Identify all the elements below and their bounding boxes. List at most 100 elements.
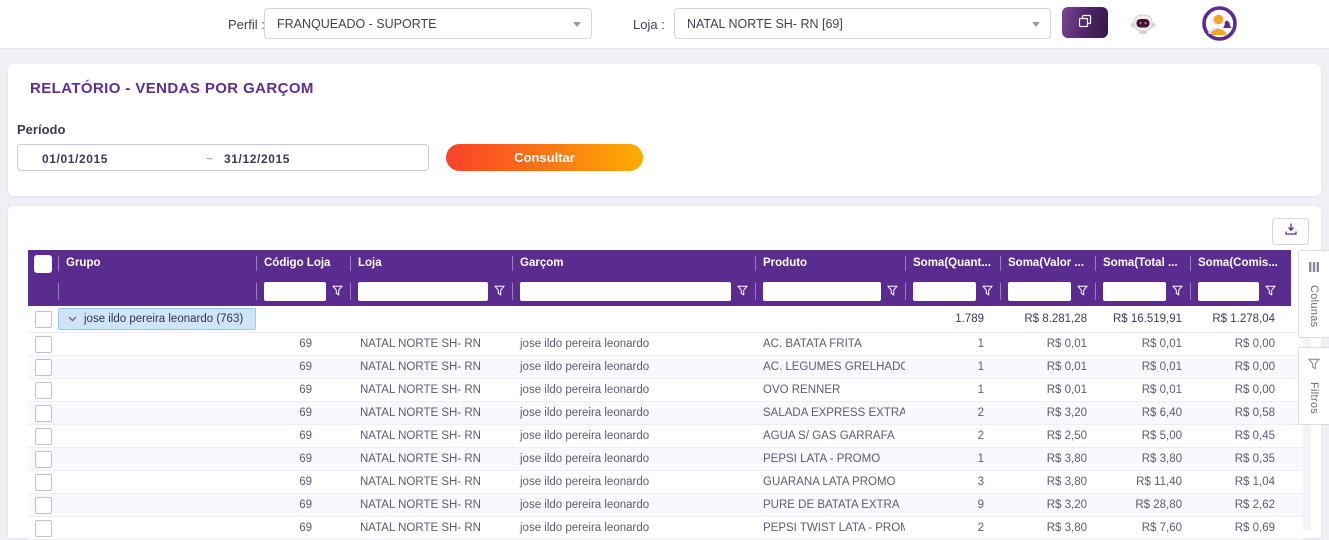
cell-produto: SALADA EXPRESS EXTRA (763, 407, 905, 419)
row-checkbox[interactable] (34, 427, 52, 445)
filter-input-soma-quantidade[interactable] (913, 282, 976, 301)
perfil-selected-value: FRANQUEADO - SUPORTE (277, 16, 437, 31)
cell-soma-quantidade: 1 (977, 384, 984, 396)
cell-soma-valor: R$ 0,01 (1046, 384, 1087, 396)
grid-card: Grupo Código Loja Loja Garçom Produto So… (8, 206, 1321, 540)
table-row[interactable]: 69 NATAL NORTE SH- RN jose ildo pereira … (28, 356, 1303, 379)
filter-input-garcom[interactable] (520, 282, 731, 301)
column-header-codigo-loja[interactable]: Código Loja (256, 250, 350, 277)
cell-garcom: jose ildo pereira leonardo (520, 338, 650, 350)
user-avatar[interactable] (1202, 6, 1237, 41)
row-checkbox[interactable] (34, 519, 52, 537)
row-checkbox[interactable] (34, 450, 52, 468)
select-all-checkbox[interactable] (34, 254, 52, 273)
cell-garcom: jose ildo pereira leonardo (520, 476, 650, 488)
filter-input-codigo-loja[interactable] (264, 282, 326, 301)
cell-produto: OVO RENNER (763, 384, 841, 396)
cell-soma-quantidade: 2 (977, 430, 984, 442)
cell-soma-valor: R$ 3,80 (1046, 453, 1087, 465)
row-checkbox[interactable] (34, 335, 52, 353)
cell-produto: AC. LEGUMES GRELHADOS (763, 361, 905, 373)
cell-soma-quantidade: 9 (977, 499, 984, 511)
row-checkbox[interactable] (34, 473, 52, 491)
table-row[interactable]: 69 NATAL NORTE SH- RN jose ildo pereira … (28, 517, 1303, 540)
loja-select[interactable]: NATAL NORTE SH- RN [69] (674, 8, 1051, 39)
loja-label: Loja : (633, 17, 665, 32)
column-header-soma-valor[interactable]: Soma(Valor ... (1000, 250, 1095, 277)
cell-produto: PEPSI LATA - PROMO (763, 453, 881, 465)
group-summary-row[interactable]: jose ildo pereira leonardo (763) 1.789 R… (28, 306, 1303, 333)
cell-loja: NATAL NORTE SH- RN (360, 430, 481, 442)
cell-soma-valor: R$ 3,80 (1046, 522, 1087, 534)
cell-loja: NATAL NORTE SH- RN (360, 476, 481, 488)
cell-loja: NATAL NORTE SH- RN (360, 384, 481, 396)
filter-input-soma-valor[interactable] (1008, 282, 1071, 301)
period-date-range-input[interactable]: 01/01/2015 ~ 31/12/2015 (17, 144, 429, 171)
cell-loja: NATAL NORTE SH- RN (360, 361, 481, 373)
row-checkbox[interactable] (34, 381, 52, 399)
consultar-button[interactable]: Consultar (446, 144, 643, 171)
table-row[interactable]: 69 NATAL NORTE SH- RN jose ildo pereira … (28, 333, 1303, 356)
cell-codigo-loja: 69 (299, 384, 312, 396)
perfil-select[interactable]: FRANQUEADO - SUPORTE (264, 8, 592, 39)
cell-garcom: jose ildo pereira leonardo (520, 522, 650, 534)
funnel-icon[interactable] (1076, 283, 1089, 301)
filter-input-loja[interactable] (358, 282, 488, 301)
row-checkbox[interactable] (34, 358, 52, 376)
row-checkbox[interactable] (34, 404, 52, 422)
column-header-produto[interactable]: Produto (755, 250, 905, 277)
grid-filter-row (28, 277, 1291, 306)
perfil-label: Perfil : (228, 17, 265, 32)
cell-produto: AC. BATATA FRITA (763, 338, 862, 350)
tab-filtros[interactable]: Filtros (1298, 347, 1329, 425)
row-checkbox[interactable] (34, 310, 52, 328)
funnel-icon[interactable] (886, 283, 899, 301)
cell-loja: NATAL NORTE SH- RN (360, 407, 481, 419)
cell-soma-comissao: R$ 0,45 (1234, 430, 1275, 442)
table-row[interactable]: 69 NATAL NORTE SH- RN jose ildo pereira … (28, 379, 1303, 402)
column-header-soma-comissao[interactable]: Soma(Comis... (1190, 250, 1283, 277)
funnel-icon[interactable] (981, 283, 994, 301)
funnel-icon[interactable] (493, 283, 506, 301)
tab-colunas[interactable]: Colunas (1298, 250, 1329, 338)
funnel-icon[interactable] (331, 283, 344, 301)
download-icon (1284, 222, 1298, 241)
table-row[interactable]: 69 NATAL NORTE SH- RN jose ildo pereira … (28, 402, 1303, 425)
cell-soma-total: R$ 28,80 (1135, 499, 1182, 511)
group-expander[interactable]: jose ildo pereira leonardo (763) (58, 308, 256, 330)
funnel-icon[interactable] (1171, 283, 1184, 301)
chevron-down-icon (573, 22, 581, 27)
column-header-garcom[interactable]: Garçom (512, 250, 755, 277)
assistant-robot-icon[interactable] (1128, 9, 1158, 39)
table-row[interactable]: 69 NATAL NORTE SH- RN jose ildo pereira … (28, 448, 1303, 471)
cell-soma-total: R$ 0,01 (1141, 361, 1182, 373)
column-header-soma-total[interactable]: Soma(Total ... (1095, 250, 1190, 277)
cell-loja: NATAL NORTE SH- RN (360, 338, 481, 350)
chevron-down-icon (68, 316, 77, 322)
column-header-grupo[interactable]: Grupo (58, 250, 256, 277)
table-row[interactable]: 69 NATAL NORTE SH- RN jose ildo pereira … (28, 494, 1303, 517)
funnel-icon[interactable] (1264, 283, 1277, 301)
grid-side-panel: Colunas Filtros (1298, 250, 1329, 538)
cell-soma-valor: R$ 0,01 (1046, 338, 1087, 350)
cell-soma-total: R$ 0,01 (1141, 384, 1182, 396)
funnel-icon[interactable] (736, 283, 749, 301)
table-row[interactable]: 69 NATAL NORTE SH- RN jose ildo pereira … (28, 471, 1303, 494)
column-header-soma-quantidade[interactable]: Soma(Quant... (905, 250, 1000, 277)
filter-input-produto[interactable] (763, 282, 881, 301)
switch-store-button[interactable] (1062, 7, 1108, 38)
table-row[interactable]: 69 NATAL NORTE SH- RN jose ildo pereira … (28, 425, 1303, 448)
cell-codigo-loja: 69 (299, 499, 312, 511)
filter-input-soma-total[interactable] (1103, 282, 1166, 301)
cell-soma-comissao: R$ 0,00 (1234, 384, 1275, 396)
filter-input-soma-comissao[interactable] (1198, 282, 1259, 301)
group-sum-total: R$ 16.519,91 (1112, 313, 1182, 325)
group-sum-valor: R$ 8.281,28 (1024, 313, 1087, 325)
topbar: Perfil : FRANQUEADO - SUPORTE Loja : NAT… (0, 0, 1329, 49)
row-checkbox[interactable] (34, 496, 52, 514)
grid-header-row: Grupo Código Loja Loja Garçom Produto So… (28, 250, 1291, 277)
export-button[interactable] (1272, 218, 1309, 245)
column-header-loja[interactable]: Loja (350, 250, 512, 277)
cell-garcom: jose ildo pereira leonardo (520, 384, 650, 396)
cell-soma-quantidade: 1 (977, 453, 984, 465)
